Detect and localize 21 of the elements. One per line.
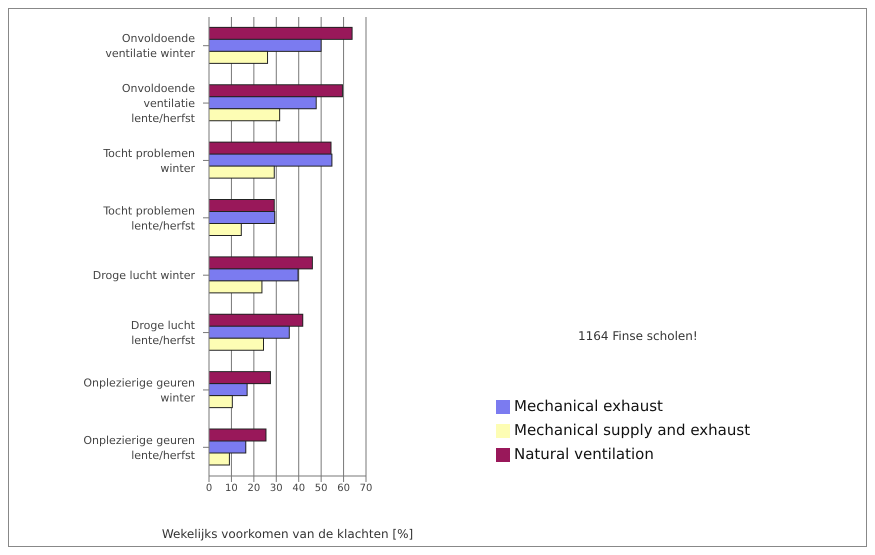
x-tick-label: 20 — [247, 483, 260, 494]
x-tick-label: 30 — [270, 483, 283, 494]
x-tick-label: 60 — [337, 483, 350, 494]
y-tick-label: Tocht problemen lente/herfst — [102, 204, 196, 232]
x-tick-label: 40 — [292, 483, 306, 494]
y-tick-label: Onvoldoende ventilatie winter — [105, 32, 196, 60]
y-tick-label: Droge lucht lente/herfst — [130, 318, 196, 347]
x-tick-label: 0 — [206, 483, 212, 494]
y-tick-label: Onplezierige geuren lente/herfst — [83, 433, 196, 462]
y-tick-label: Droge lucht winter — [92, 268, 196, 282]
y-tick-label: Onvoldoende ventilatie lente/herfst — [122, 82, 196, 125]
y-tick-label: Onplezierige geuren winter — [83, 376, 196, 404]
x-tick-label: 70 — [360, 483, 372, 494]
legend-label: Natural ventilation — [514, 445, 654, 463]
text: 1164 Finse scholen! — [574, 327, 702, 345]
y-tick-label: Tocht problemen winter — [102, 146, 196, 174]
x-tick-label: 10 — [225, 483, 238, 494]
x-axis-title: Wekelijks voorkomen van de klachten [%] — [162, 527, 414, 541]
legend-label: Mechanical supply and exhaust — [514, 421, 750, 439]
legend-label: Mechanical exhaust — [514, 397, 663, 415]
x-tick-label: 50 — [314, 483, 328, 494]
